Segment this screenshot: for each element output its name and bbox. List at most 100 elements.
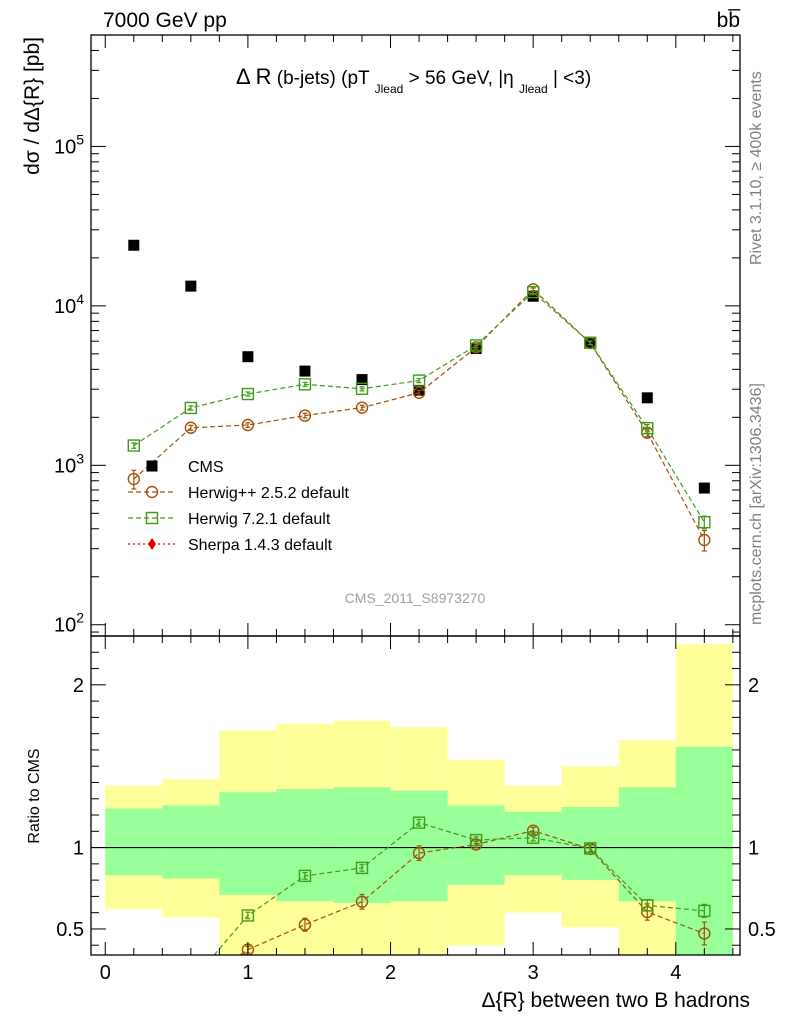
- green-band-3: [276, 788, 334, 902]
- rivet-label: Rivet 3.1.10, ≥ 400k events: [748, 71, 765, 265]
- main-series-2-point-5: [412, 374, 426, 387]
- legend-marker-1: [145, 485, 159, 499]
- main-series-2-error-5: [416, 377, 422, 384]
- ratio-series-1-error-10: [701, 903, 707, 919]
- main-series-2-error-2: [245, 391, 251, 397]
- main-series-1-point-10: [698, 533, 711, 547]
- main-ylabel: dσ / dΔ{R} [pb]: [21, 37, 44, 175]
- ratio-series-1-point-8: [584, 842, 597, 855]
- ratio-series-1-error-5: [416, 818, 422, 827]
- ratio-series-1-error-6: [473, 836, 479, 844]
- main-series-2-error-3: [302, 381, 308, 387]
- main-series-2-error-10: [701, 515, 707, 530]
- title-sub-2: Jlead: [519, 82, 548, 96]
- ratio-y-tick-label-left-0: 0.5: [56, 919, 84, 941]
- main-y-tick-label-2: 104: [54, 291, 84, 318]
- main-series-2-error-8: [587, 340, 593, 346]
- main-series-1-point-1: [184, 421, 198, 434]
- green-band-9: [618, 787, 676, 902]
- watermark: CMS_2011_S8973270: [345, 590, 486, 606]
- main-series-0-point-1: [185, 280, 197, 292]
- ratio-series-0-point-1: [185, 984, 196, 995]
- ratio-series-1-point-0: [128, 996, 139, 1007]
- ratio-x-tick-label-3: 3: [528, 962, 539, 984]
- green-band-4: [333, 787, 391, 903]
- main-series-2-point-0: [127, 439, 140, 452]
- main-series-2-point-7: [526, 285, 540, 299]
- ratio-series-0-point-10: [698, 927, 711, 940]
- ratio-series-1-error-7: [530, 833, 536, 842]
- ratio-frame: [90, 635, 741, 956]
- main-series-0-point-9: [641, 392, 653, 404]
- main-series-2-point-3: [298, 378, 312, 391]
- title-part-d: | <3): [553, 68, 591, 89]
- main-y-tick-label-1: 103: [54, 450, 84, 477]
- ratio-ylabel: Ratio to CMS: [26, 748, 43, 843]
- title-part-a: Δ R: [236, 64, 271, 89]
- legend-marker-3: [148, 538, 156, 550]
- ratio-series-1-point-2: [241, 909, 255, 922]
- main-series-1-point-4: [355, 401, 369, 414]
- ratio-series-0-error-10: [701, 921, 707, 946]
- ratio-series-1-point-5: [412, 816, 426, 829]
- ratio-y-tick-label-right-0: 0.5: [748, 919, 776, 941]
- legend-label-0: CMS: [188, 459, 224, 476]
- xlabel: Δ{R} between two B hadrons: [481, 989, 750, 1012]
- mcplots-label: mcplots.cern.ch [arXiv:1306.3436]: [748, 383, 765, 625]
- ratio-series-0-error-1: [188, 988, 193, 991]
- legend-label-2: Herwig 7.2.1 default: [188, 511, 331, 528]
- legend-marker-2: [145, 511, 159, 525]
- main-series-0-point-0: [128, 239, 140, 251]
- ratio-series-0-error-0: [131, 1003, 136, 1006]
- header-right: bb̅: [717, 9, 742, 32]
- main-y-tick-label-0: 102: [54, 610, 84, 637]
- chart-title: Δ R (b-jets) (pT Jlead > 56 GeV, |η Jlea…: [236, 64, 591, 98]
- title-sub-1: Jlead: [375, 82, 404, 96]
- ratio-series-1-point-10: [698, 904, 711, 918]
- legend-label-3: Sherpa 1.4.3 default: [188, 537, 333, 554]
- ratio-y-tick-label-right-2: 2: [748, 675, 759, 697]
- main-series-2-error-9: [644, 424, 650, 433]
- ratio-series-1-error-1: [188, 981, 193, 984]
- ratio-series-1-point-1: [185, 977, 196, 988]
- ratio-series-1-point-4: [355, 861, 369, 875]
- legend-label-1: Herwig++ 2.5.2 default: [188, 485, 350, 502]
- main-series-0-point-10: [698, 482, 710, 494]
- legend-item-1: Herwig++ 2.5.2 default: [128, 485, 350, 502]
- ratio-series-1-point-6: [469, 833, 483, 847]
- main-series-1-error-3: [302, 412, 308, 419]
- ratio-series-0-point-4: [355, 895, 369, 908]
- green-band-2: [219, 792, 277, 895]
- green-band-10: [675, 746, 733, 955]
- legend-marker-0: [146, 460, 158, 472]
- ratio-y-tick-label-right-1: 1: [748, 838, 759, 860]
- main-series-2-error-4: [359, 386, 365, 392]
- main-series-1-error-2: [245, 422, 251, 428]
- ratio-series-1-error-0: [131, 1000, 136, 1003]
- ratio-series-1-error-4: [359, 864, 365, 872]
- main-series-2-error-7: [530, 290, 536, 295]
- legend: CMS Herwig++ 2.5.2 default Herwig 7.2.1 de…: [128, 459, 350, 554]
- ratio-x-tick-label-0: 0: [100, 962, 111, 984]
- main-series-1-error-4: [359, 404, 365, 411]
- ratio-x-tick-label-2: 2: [385, 962, 396, 984]
- green-band-1: [162, 805, 220, 879]
- ratio-x-tick-label-1: 1: [242, 962, 253, 984]
- main-series-2-point-8: [584, 336, 597, 349]
- main-series-1-error-10: [701, 529, 707, 552]
- ratio-series-1-point-9: [641, 899, 654, 912]
- legend-item-2: Herwig 7.2.1 default: [128, 511, 331, 528]
- title-part-b: (b-jets) (pT: [277, 68, 370, 89]
- green-band-0: [105, 808, 163, 876]
- main-series-2-point-1: [184, 401, 198, 415]
- main-series-0-point-2: [242, 351, 254, 363]
- ratio-series-1-point-3: [298, 869, 312, 883]
- legend-item-0: CMS: [146, 459, 224, 476]
- main-series-0-point-3: [299, 365, 311, 377]
- ratio-y-tick-label-left-2: 2: [73, 675, 84, 697]
- ratio-series-0-line: [239, 830, 705, 955]
- main-series-1-point-5: [412, 386, 426, 399]
- ratio-x-tick-label-4: 4: [670, 962, 681, 984]
- ratio-series-1-point-7: [526, 831, 540, 844]
